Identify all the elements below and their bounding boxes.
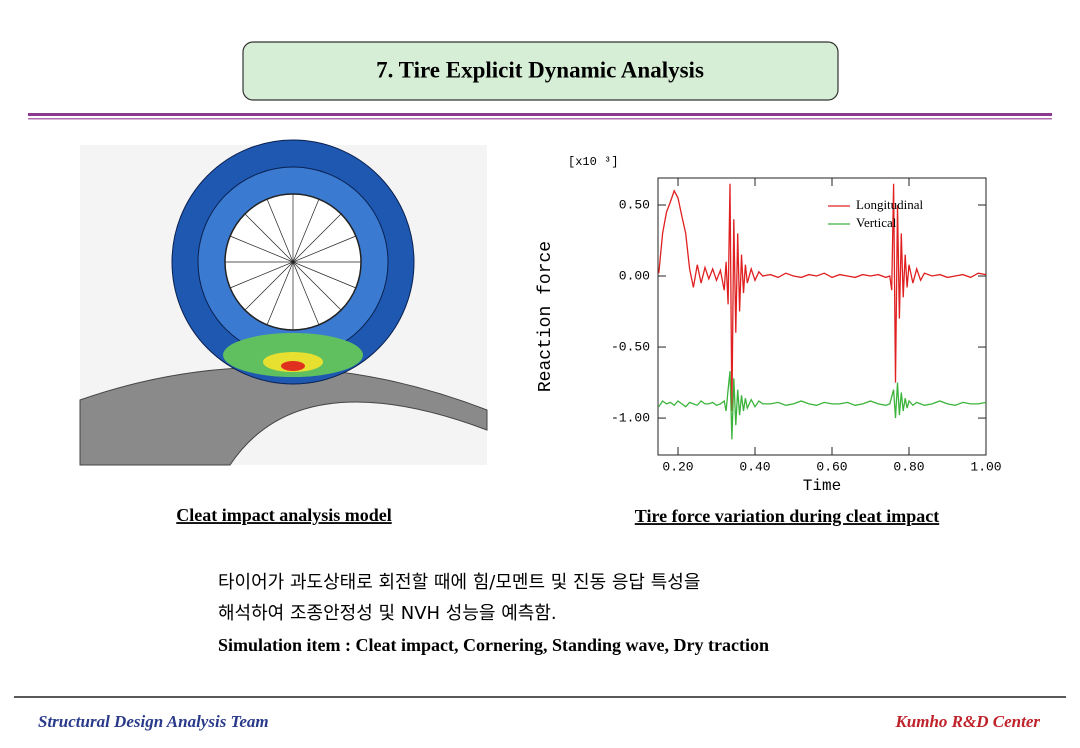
- x-tick-label: 0.60: [816, 459, 847, 474]
- slide-title: 7. Tire Explicit Dynamic Analysis: [376, 57, 704, 82]
- unit-label: [x10 ³]: [568, 155, 618, 169]
- tire-model-image: [79, 139, 488, 466]
- x-tick-label: 0.80: [893, 459, 924, 474]
- x-tick-label: 1.00: [970, 459, 1001, 474]
- chart: -1.00 -0.50 0.00 0.50 0.20 0.40 0.60 0.80 1.00 [x…: [536, 155, 1002, 526]
- legend-label: Longitudinal: [856, 197, 924, 212]
- plot-frame: [657, 177, 987, 456]
- title-box: [242, 41, 839, 101]
- y-tick-label: -0.50: [611, 339, 650, 354]
- divider: [28, 113, 1052, 116]
- y-axis-label: Reaction force: [536, 241, 556, 392]
- body-line: 해석하여 조종안정성 및 NVH 성능을 예측함.: [218, 603, 557, 624]
- footer-right: Kumho R&D Center: [894, 712, 1040, 731]
- y-tick-label: 0.00: [619, 268, 650, 283]
- image-caption: Cleat impact analysis model: [176, 505, 392, 525]
- y-tick-label: 0.50: [619, 197, 650, 212]
- body-line: 타이어가 과도상태로 회전할 때에 힘/모멘트 및 진동 응답 특성을: [218, 572, 700, 593]
- footer-left: Structural Design Analysis Team: [38, 712, 269, 731]
- y-tick-label: -1.00: [611, 411, 650, 426]
- body-line: Simulation item : Cleat impact, Cornerin…: [218, 635, 769, 655]
- divider: [28, 118, 1052, 120]
- series-line: [658, 183, 987, 412]
- x-tick-label: 0.20: [662, 459, 693, 474]
- x-tick-label: 0.40: [739, 459, 770, 474]
- x-axis-label: Time: [803, 477, 841, 495]
- chart-caption: Tire force variation during cleat impact: [635, 506, 939, 526]
- series-line: [658, 371, 987, 440]
- legend-label: Vertical: [856, 215, 897, 230]
